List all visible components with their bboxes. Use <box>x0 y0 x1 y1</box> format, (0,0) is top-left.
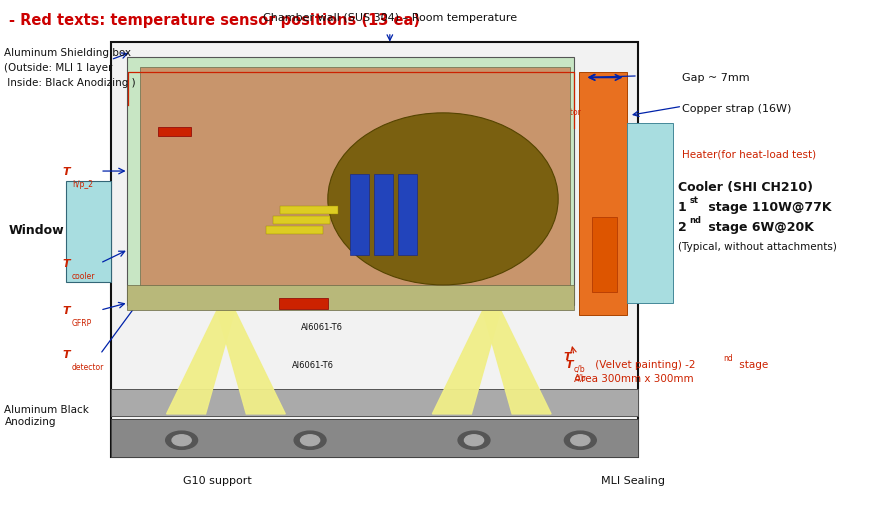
Text: nd: nd <box>723 353 733 362</box>
Text: radiator: radiator <box>550 108 581 117</box>
Text: Al6061-T6: Al6061-T6 <box>301 323 343 332</box>
Bar <box>398 174 417 255</box>
Circle shape <box>464 435 484 446</box>
Circle shape <box>300 435 320 446</box>
Bar <box>127 58 574 306</box>
Text: Cooler (SHI CH210): Cooler (SHI CH210) <box>678 180 812 193</box>
Text: Chamber wall (SUS 304) – Room temperature: Chamber wall (SUS 304) – Room temperatur… <box>263 13 517 23</box>
Text: Al6061-T6: Al6061-T6 <box>292 360 334 369</box>
Text: stage: stage <box>736 360 768 370</box>
Text: nd: nd <box>689 216 702 225</box>
Text: base: base <box>354 283 373 292</box>
Text: T: T <box>252 94 260 105</box>
Bar <box>350 174 369 255</box>
Text: c/b: c/b <box>573 364 585 373</box>
Text: Al6061-T6: Al6061-T6 <box>275 294 316 304</box>
Text: T: T <box>186 83 194 93</box>
Text: telescope: telescope <box>372 108 409 117</box>
Text: shroud_top: shroud_top <box>316 96 359 105</box>
Bar <box>273 217 330 225</box>
Text: T: T <box>62 349 70 360</box>
Text: T: T <box>62 306 70 316</box>
Bar <box>66 182 111 283</box>
Text: Heater: Heater <box>170 82 208 92</box>
Text: Inside: Black Anodizing ): Inside: Black Anodizing ) <box>4 78 136 88</box>
Text: cooler: cooler <box>72 272 96 281</box>
Polygon shape <box>217 311 285 414</box>
Text: c/b: c/b <box>575 373 587 382</box>
Bar <box>140 68 570 300</box>
Bar <box>111 419 638 457</box>
Ellipse shape <box>328 114 558 285</box>
Bar <box>579 73 627 316</box>
Text: detector: detector <box>72 363 105 372</box>
Text: T: T <box>362 94 370 105</box>
Text: h/p_2: h/p_2 <box>72 180 93 189</box>
Text: Aluminum Shielding box: Aluminum Shielding box <box>4 48 131 58</box>
Bar <box>158 127 191 136</box>
Text: T: T <box>565 360 573 370</box>
Text: 1: 1 <box>678 200 687 214</box>
Text: Gap ~ 7mm: Gap ~ 7mm <box>682 73 750 83</box>
Bar <box>266 227 323 235</box>
Text: Window: Window <box>9 223 65 236</box>
Text: - Red texts: temperature sensor positions (13 ea): - Red texts: temperature sensor position… <box>9 13 420 28</box>
Text: T: T <box>415 94 423 105</box>
Text: Copper strap (16W): Copper strap (16W) <box>682 104 791 114</box>
Text: st: st <box>689 195 698 205</box>
Text: T: T <box>540 94 548 105</box>
Text: T: T <box>307 83 315 93</box>
Circle shape <box>571 435 590 446</box>
Bar <box>111 389 638 417</box>
Circle shape <box>166 431 198 449</box>
Circle shape <box>564 431 596 449</box>
Text: T: T <box>62 259 70 269</box>
Polygon shape <box>167 311 235 414</box>
Text: MLI Sealing: MLI Sealing <box>602 475 665 485</box>
Text: Harness lines: Harness lines <box>465 82 544 95</box>
Text: (Velvet painting) -2: (Velvet painting) -2 <box>592 360 696 370</box>
Bar <box>280 207 338 215</box>
Text: Area 300mm x 300mm: Area 300mm x 300mm <box>574 374 694 384</box>
Bar <box>592 217 617 293</box>
Text: stage 6W@20K: stage 6W@20K <box>704 221 814 234</box>
Bar <box>374 174 393 255</box>
Text: Aluminum Black: Aluminum Black <box>4 404 89 414</box>
Text: dewar: dewar <box>261 108 285 117</box>
Bar <box>627 124 673 303</box>
Text: T: T <box>482 94 490 105</box>
Text: 2: 2 <box>678 221 687 234</box>
Bar <box>279 298 328 309</box>
Text: T: T <box>62 167 70 177</box>
Polygon shape <box>483 311 551 414</box>
Circle shape <box>458 431 490 449</box>
Circle shape <box>172 435 191 446</box>
Text: Heater(for heat-load test): Heater(for heat-load test) <box>682 149 816 159</box>
Text: cold_box: cold_box <box>424 108 458 117</box>
Polygon shape <box>432 311 501 414</box>
Text: Al6061-T6: Al6061-T6 <box>447 294 489 304</box>
Text: GFRP: GFRP <box>72 319 92 328</box>
Text: MLI_top: MLI_top <box>492 108 521 117</box>
Circle shape <box>294 431 326 449</box>
Bar <box>127 285 574 311</box>
Text: h/p_1: h/p_1 <box>196 96 217 105</box>
Text: (Outside: MLI 1 layer: (Outside: MLI 1 layer <box>4 63 113 73</box>
Text: G10 support: G10 support <box>183 475 252 485</box>
Text: Heater & T: Heater & T <box>270 278 326 288</box>
Text: T: T <box>563 351 571 361</box>
Bar <box>111 43 638 457</box>
Text: Anodizing: Anodizing <box>4 417 56 427</box>
Text: (Typical, without attachments): (Typical, without attachments) <box>678 241 836 251</box>
Text: stage 110W@77K: stage 110W@77K <box>704 200 832 214</box>
